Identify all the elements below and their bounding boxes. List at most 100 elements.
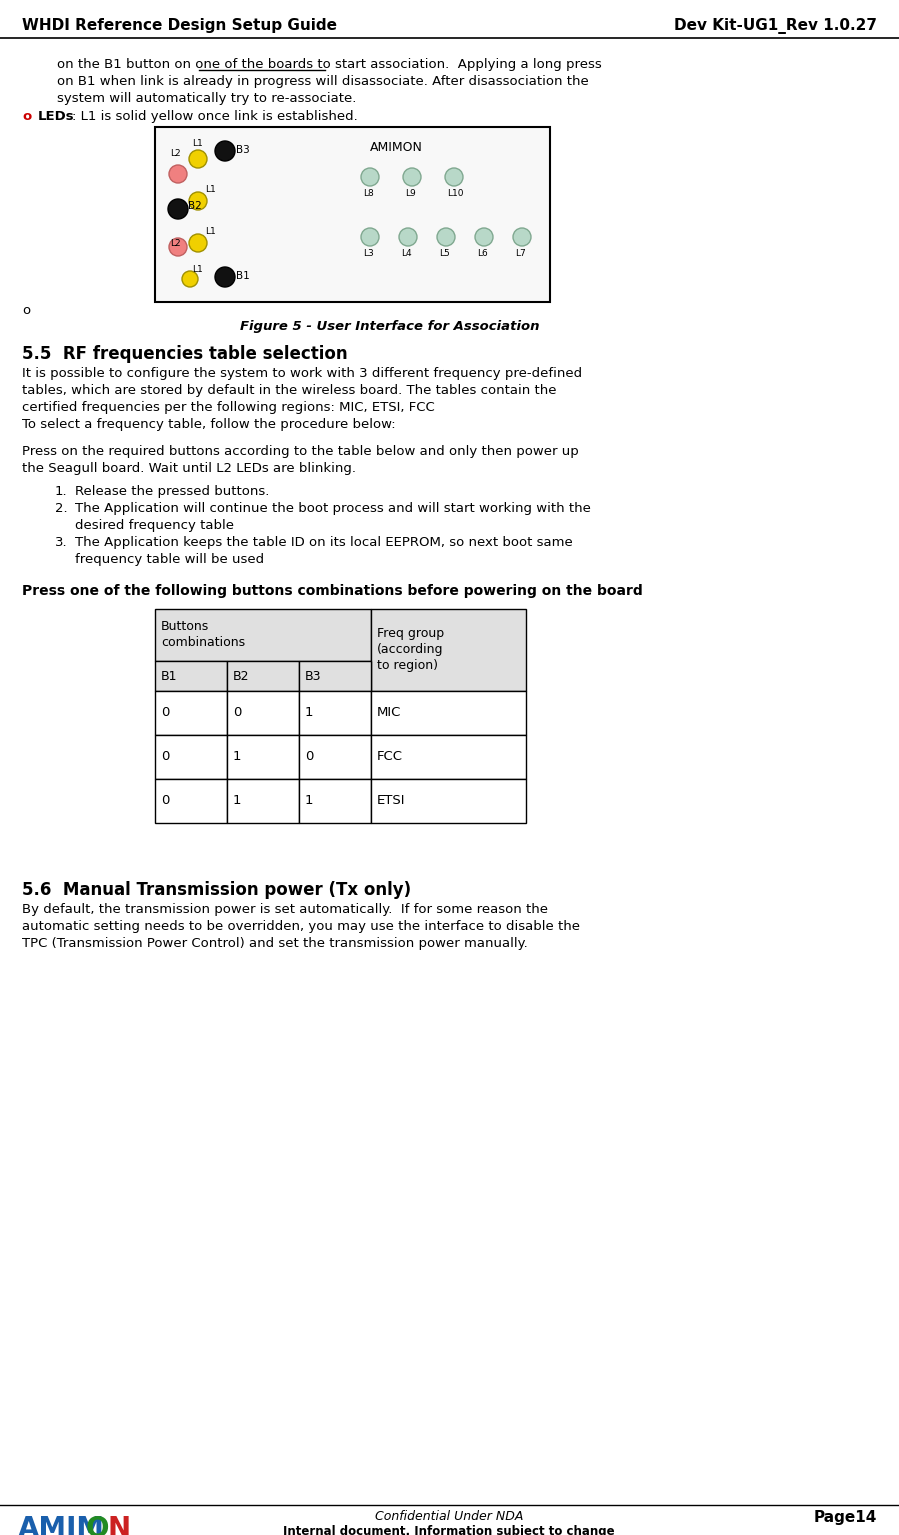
Text: MIC: MIC	[377, 706, 401, 720]
Text: automatic setting needs to be overridden, you may use the interface to disable t: automatic setting needs to be overridden…	[22, 919, 580, 933]
Text: Press one of the following buttons combinations before powering on the board: Press one of the following buttons combi…	[22, 583, 643, 599]
Text: system will automatically try to re-associate.: system will automatically try to re-asso…	[57, 92, 356, 104]
Text: The Application will continue the boot process and will start working with the: The Application will continue the boot p…	[75, 502, 591, 516]
Bar	[227, 662, 299, 691]
Text: O: O	[86, 1515, 110, 1535]
Text: L7: L7	[515, 249, 526, 258]
Text: ETSI: ETSI	[377, 795, 405, 807]
Bar	[371, 609, 526, 691]
Circle shape	[215, 267, 235, 287]
Text: Buttons
combinations: Buttons combinations	[161, 620, 245, 649]
Circle shape	[445, 167, 463, 186]
Text: Dev Kit-UG1_Rev 1.0.27: Dev Kit-UG1_Rev 1.0.27	[674, 18, 877, 34]
Text: : L1 is solid yellow once link is established.: : L1 is solid yellow once link is establ…	[72, 111, 358, 123]
Text: 1.: 1.	[55, 485, 67, 497]
Bar	[155, 609, 371, 662]
Bar	[227, 691, 299, 735]
Text: TPC (Transmission Power Control) and set the transmission power manually.: TPC (Transmission Power Control) and set…	[22, 936, 528, 950]
Text: Confidential Under NDA: Confidential Under NDA	[375, 1510, 523, 1523]
Bar	[155, 691, 227, 735]
Text: 1: 1	[233, 795, 242, 807]
Bar	[155, 662, 227, 691]
Text: N: N	[108, 1515, 131, 1535]
Text: B2: B2	[188, 201, 201, 210]
Text: 1: 1	[233, 751, 242, 763]
Circle shape	[182, 272, 198, 287]
Text: o: o	[22, 111, 31, 123]
Text: L6: L6	[477, 249, 488, 258]
Text: L9: L9	[405, 189, 415, 198]
Circle shape	[361, 229, 379, 246]
Text: Press on the required buttons according to the table below and only then power u: Press on the required buttons according …	[22, 445, 579, 457]
Circle shape	[168, 200, 188, 220]
Text: frequency table will be used: frequency table will be used	[75, 553, 264, 566]
Text: 1: 1	[305, 795, 314, 807]
Text: 3.: 3.	[55, 536, 67, 550]
Circle shape	[189, 233, 207, 252]
Text: 0: 0	[161, 706, 169, 720]
Bar	[299, 735, 371, 778]
Circle shape	[169, 238, 187, 256]
Text: B3: B3	[236, 144, 250, 155]
Text: desired frequency table: desired frequency table	[75, 519, 234, 533]
Text: 1: 1	[305, 706, 314, 720]
Text: on the B1 button on one of the boards to start association.  Applying a long pre: on the B1 button on one of the boards to…	[57, 58, 601, 71]
Text: L1: L1	[205, 186, 216, 193]
Bar	[155, 735, 227, 778]
Bar	[155, 127, 550, 302]
Text: L3: L3	[363, 249, 374, 258]
Bar	[155, 778, 227, 823]
Text: 0: 0	[233, 706, 241, 720]
Text: L1: L1	[205, 227, 216, 236]
Text: L1: L1	[192, 266, 203, 275]
Text: L5: L5	[439, 249, 450, 258]
Text: The Application keeps the table ID on its local EEPROM, so next boot same: The Application keeps the table ID on it…	[75, 536, 573, 550]
Text: By default, the transmission power is set automatically.  If for some reason the: By default, the transmission power is se…	[22, 903, 548, 916]
Text: L2: L2	[170, 149, 181, 158]
Circle shape	[169, 164, 187, 183]
Text: on B1 when link is already in progress will disassociate. After disassociation t: on B1 when link is already in progress w…	[57, 75, 589, 87]
Text: L8: L8	[363, 189, 374, 198]
Bar	[227, 735, 299, 778]
Text: tables, which are stored by default in the wireless board. The tables contain th: tables, which are stored by default in t…	[22, 384, 556, 398]
Text: FCC: FCC	[377, 751, 403, 763]
Bar	[371, 735, 526, 778]
Text: 5.6  Manual Transmission power (Tx only): 5.6 Manual Transmission power (Tx only)	[22, 881, 411, 900]
Text: L4: L4	[401, 249, 412, 258]
Bar	[371, 778, 526, 823]
Text: Page14: Page14	[814, 1510, 877, 1524]
Bar	[227, 778, 299, 823]
Text: AMIM: AMIM	[18, 1515, 105, 1535]
Text: To select a frequency table, follow the procedure below:: To select a frequency table, follow the …	[22, 418, 396, 431]
Circle shape	[189, 150, 207, 167]
Circle shape	[215, 141, 235, 161]
Text: B1: B1	[161, 669, 177, 683]
Text: 5.5  RF frequencies table selection: 5.5 RF frequencies table selection	[22, 345, 348, 362]
Text: Freq group
(according
to region): Freq group (according to region)	[377, 628, 444, 672]
Text: Release the pressed buttons.: Release the pressed buttons.	[75, 485, 270, 497]
Text: 0: 0	[305, 751, 314, 763]
Text: B3: B3	[305, 669, 322, 683]
Circle shape	[189, 192, 207, 210]
Circle shape	[399, 229, 417, 246]
Text: 0: 0	[161, 751, 169, 763]
Text: AMIMON: AMIMON	[370, 141, 423, 154]
Bar	[299, 691, 371, 735]
Text: L2: L2	[170, 239, 181, 249]
Text: certified frequencies per the following regions: MIC, ETSI, FCC: certified frequencies per the following …	[22, 401, 435, 414]
Text: L1: L1	[192, 140, 203, 147]
Text: WHDI Reference Design Setup Guide: WHDI Reference Design Setup Guide	[22, 18, 337, 32]
Text: o: o	[22, 304, 31, 318]
Bar	[299, 662, 371, 691]
Text: LEDs: LEDs	[38, 111, 75, 123]
Text: It is possible to configure the system to work with 3 different frequency pre-de: It is possible to configure the system t…	[22, 367, 583, 381]
Text: L10: L10	[447, 189, 464, 198]
Circle shape	[513, 229, 531, 246]
Text: B1: B1	[236, 272, 250, 281]
Circle shape	[361, 167, 379, 186]
Circle shape	[475, 229, 493, 246]
Text: Internal document. Information subject to change: Internal document. Information subject t…	[283, 1524, 615, 1535]
Text: the Seagull board. Wait until L2 LEDs are blinking.: the Seagull board. Wait until L2 LEDs ar…	[22, 462, 356, 474]
Text: B2: B2	[233, 669, 250, 683]
Bar	[371, 691, 526, 735]
